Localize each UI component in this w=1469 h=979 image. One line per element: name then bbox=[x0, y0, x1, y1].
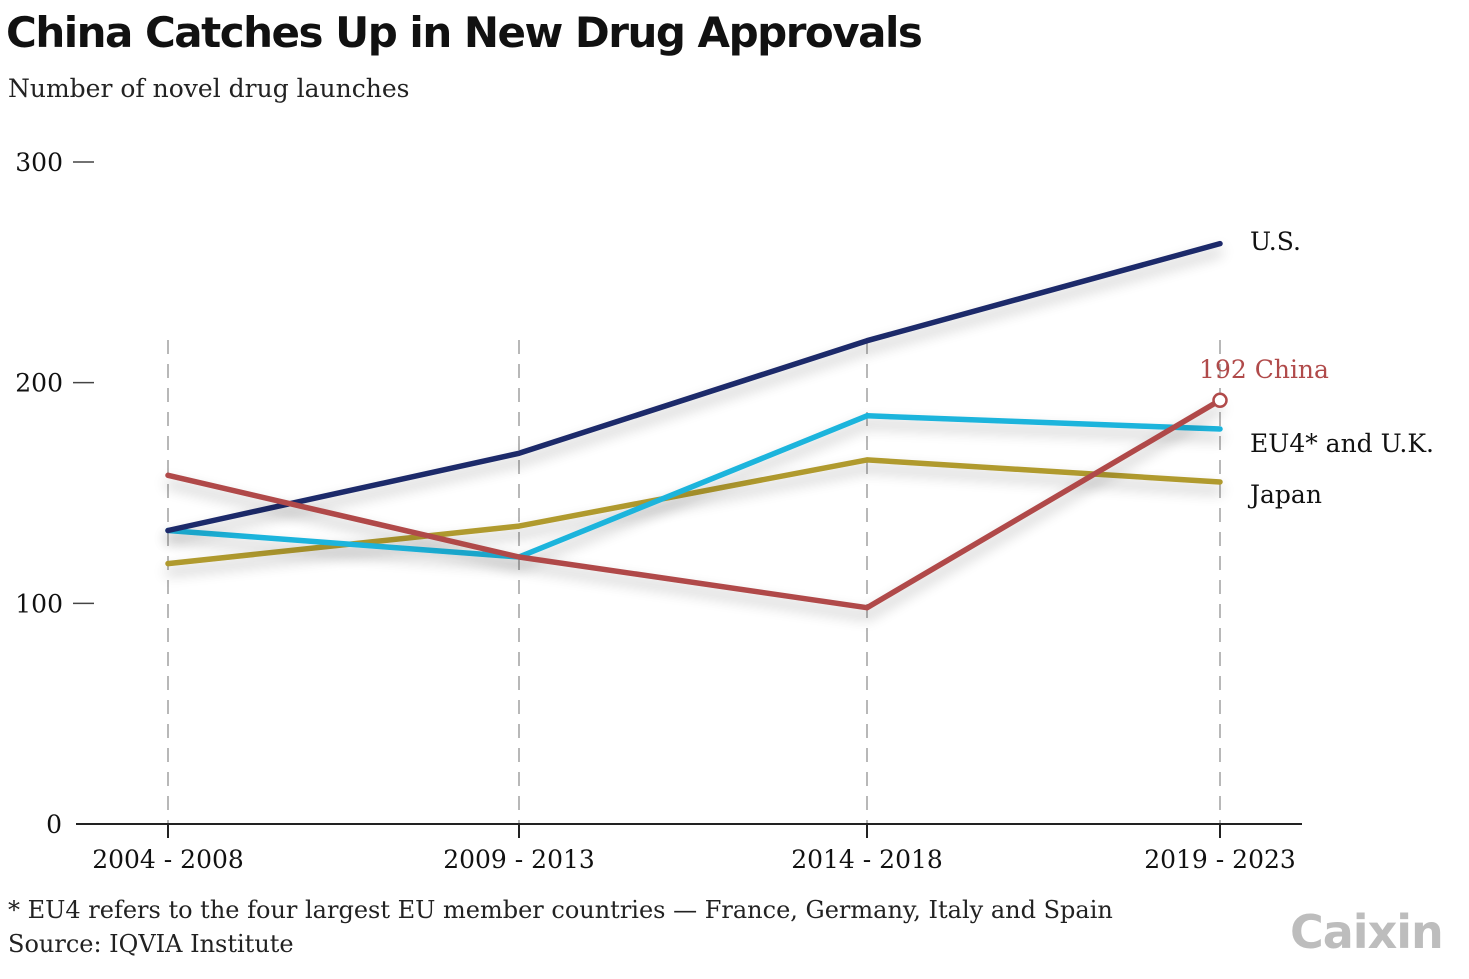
x-tick-label: 2019 - 2023 bbox=[1144, 845, 1296, 874]
data-point bbox=[516, 554, 522, 560]
series-label-japan: Japan bbox=[1247, 480, 1322, 509]
y-tick-label: 200 bbox=[15, 369, 63, 398]
data-point bbox=[165, 528, 171, 533]
series-line-u-s- bbox=[165, 240, 1223, 534]
caixin-logo: Caixin bbox=[1290, 905, 1444, 959]
grid-lines bbox=[167, 340, 1221, 824]
data-point bbox=[165, 472, 171, 478]
x-tick-label: 2009 - 2013 bbox=[443, 845, 595, 874]
y-tick-label: 100 bbox=[15, 589, 63, 618]
series-label-u-s-: U.S. bbox=[1250, 227, 1301, 256]
series-line-china bbox=[165, 397, 1223, 611]
data-point bbox=[1217, 479, 1223, 485]
series-label-china: 192 China bbox=[1199, 355, 1329, 384]
series-line-eu4-and-u-k- bbox=[165, 413, 1223, 560]
axes: 2004 - 2008 2009 - 2013 2014 - 2018 2019 - … bbox=[15, 148, 1302, 874]
data-point bbox=[516, 450, 522, 456]
source-note: Source: IQVIA Institute bbox=[8, 930, 294, 958]
chart-subtitle: Number of novel drug launches bbox=[8, 74, 410, 103]
data-point bbox=[864, 413, 870, 419]
series-labels: U.S. EU4* and U.K. Japan 192 China bbox=[1199, 227, 1434, 509]
series-lines bbox=[165, 240, 1228, 611]
y-tick-label: 300 bbox=[15, 148, 63, 177]
end-point-marker bbox=[1212, 392, 1228, 409]
y-tick-label: 0 bbox=[46, 810, 62, 839]
data-point bbox=[165, 561, 171, 567]
x-tick-label: 2004 - 2008 bbox=[92, 845, 244, 874]
series-label-eu4-and-u-k-: EU4* and U.K. bbox=[1250, 429, 1434, 458]
data-point bbox=[1217, 426, 1223, 432]
data-point bbox=[864, 605, 870, 611]
data-point bbox=[864, 457, 870, 463]
data-point bbox=[1217, 241, 1223, 247]
footnote: * EU4 refers to the four largest EU memb… bbox=[8, 896, 1113, 924]
data-point bbox=[864, 338, 870, 344]
chart-title: China Catches Up in New Drug Approvals bbox=[6, 8, 923, 57]
data-point bbox=[516, 523, 522, 529]
x-tick-label: 2014 - 2018 bbox=[791, 845, 943, 874]
